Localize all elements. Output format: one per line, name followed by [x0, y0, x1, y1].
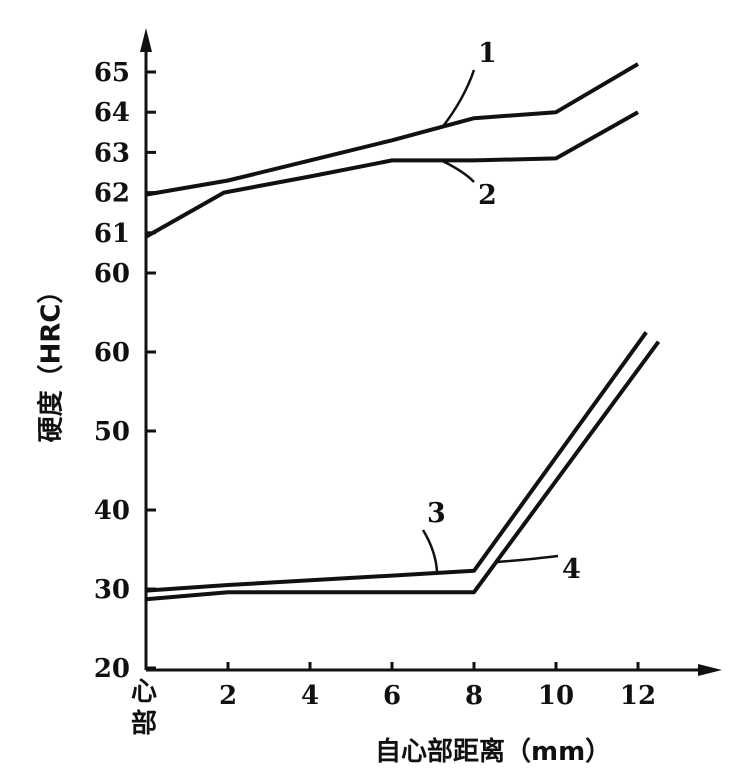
x-axis-title: 自心部距离（mm）: [375, 736, 611, 767]
series-line-3: [145, 331, 648, 593]
x-tick-label: 心: [131, 677, 157, 707]
x-tick-label: 8: [465, 681, 483, 711]
ticks-group: 心部 2 4 6 8 10 12 60 61 62 63 64 65 20 30 40 50 60: [94, 58, 656, 739]
series-label-1: 1: [478, 38, 497, 69]
series-label-3: 3: [427, 498, 446, 529]
series-leader-4: [495, 554, 559, 564]
x-tick-label: 12: [620, 681, 656, 711]
series-line-2: [145, 110, 639, 239]
x-tick-label: 4: [301, 681, 319, 711]
y-tick-label: 61: [94, 219, 130, 249]
x-axis-arrow: [698, 664, 722, 676]
y-tick-label: 64: [94, 98, 130, 128]
series-label-4: 4: [562, 554, 581, 585]
y-tick-label: 63: [94, 138, 130, 168]
series-leader-2: [440, 159, 475, 183]
series-leader-1: [441, 69, 476, 128]
x-tick-label: 10: [538, 681, 574, 711]
x-tick-label: 2: [219, 681, 237, 711]
y-tick-label: 60: [94, 259, 130, 289]
y-tick-label: 40: [94, 496, 130, 526]
series-label-2: 2: [478, 180, 497, 211]
x-tick-label: 6: [383, 681, 401, 711]
y-tick-label: 60: [94, 338, 130, 368]
y-tick-label: 30: [94, 575, 130, 605]
x-tick-label: 部: [131, 709, 157, 739]
series-leader-3: [421, 529, 439, 574]
y-tick-label: 50: [94, 417, 130, 447]
y-axis-arrow: [140, 28, 152, 52]
series-group: [145, 62, 661, 602]
y-tick-label: 65: [94, 58, 130, 88]
y-tick-label: 20: [94, 654, 130, 684]
series-labels-group: 1 2 3 4: [421, 38, 581, 585]
y-tick-label: 62: [94, 179, 130, 209]
series-line-4: [145, 340, 661, 602]
series-line-1: [145, 62, 640, 197]
y-axis-title: 硬度（HRC）: [36, 278, 67, 443]
